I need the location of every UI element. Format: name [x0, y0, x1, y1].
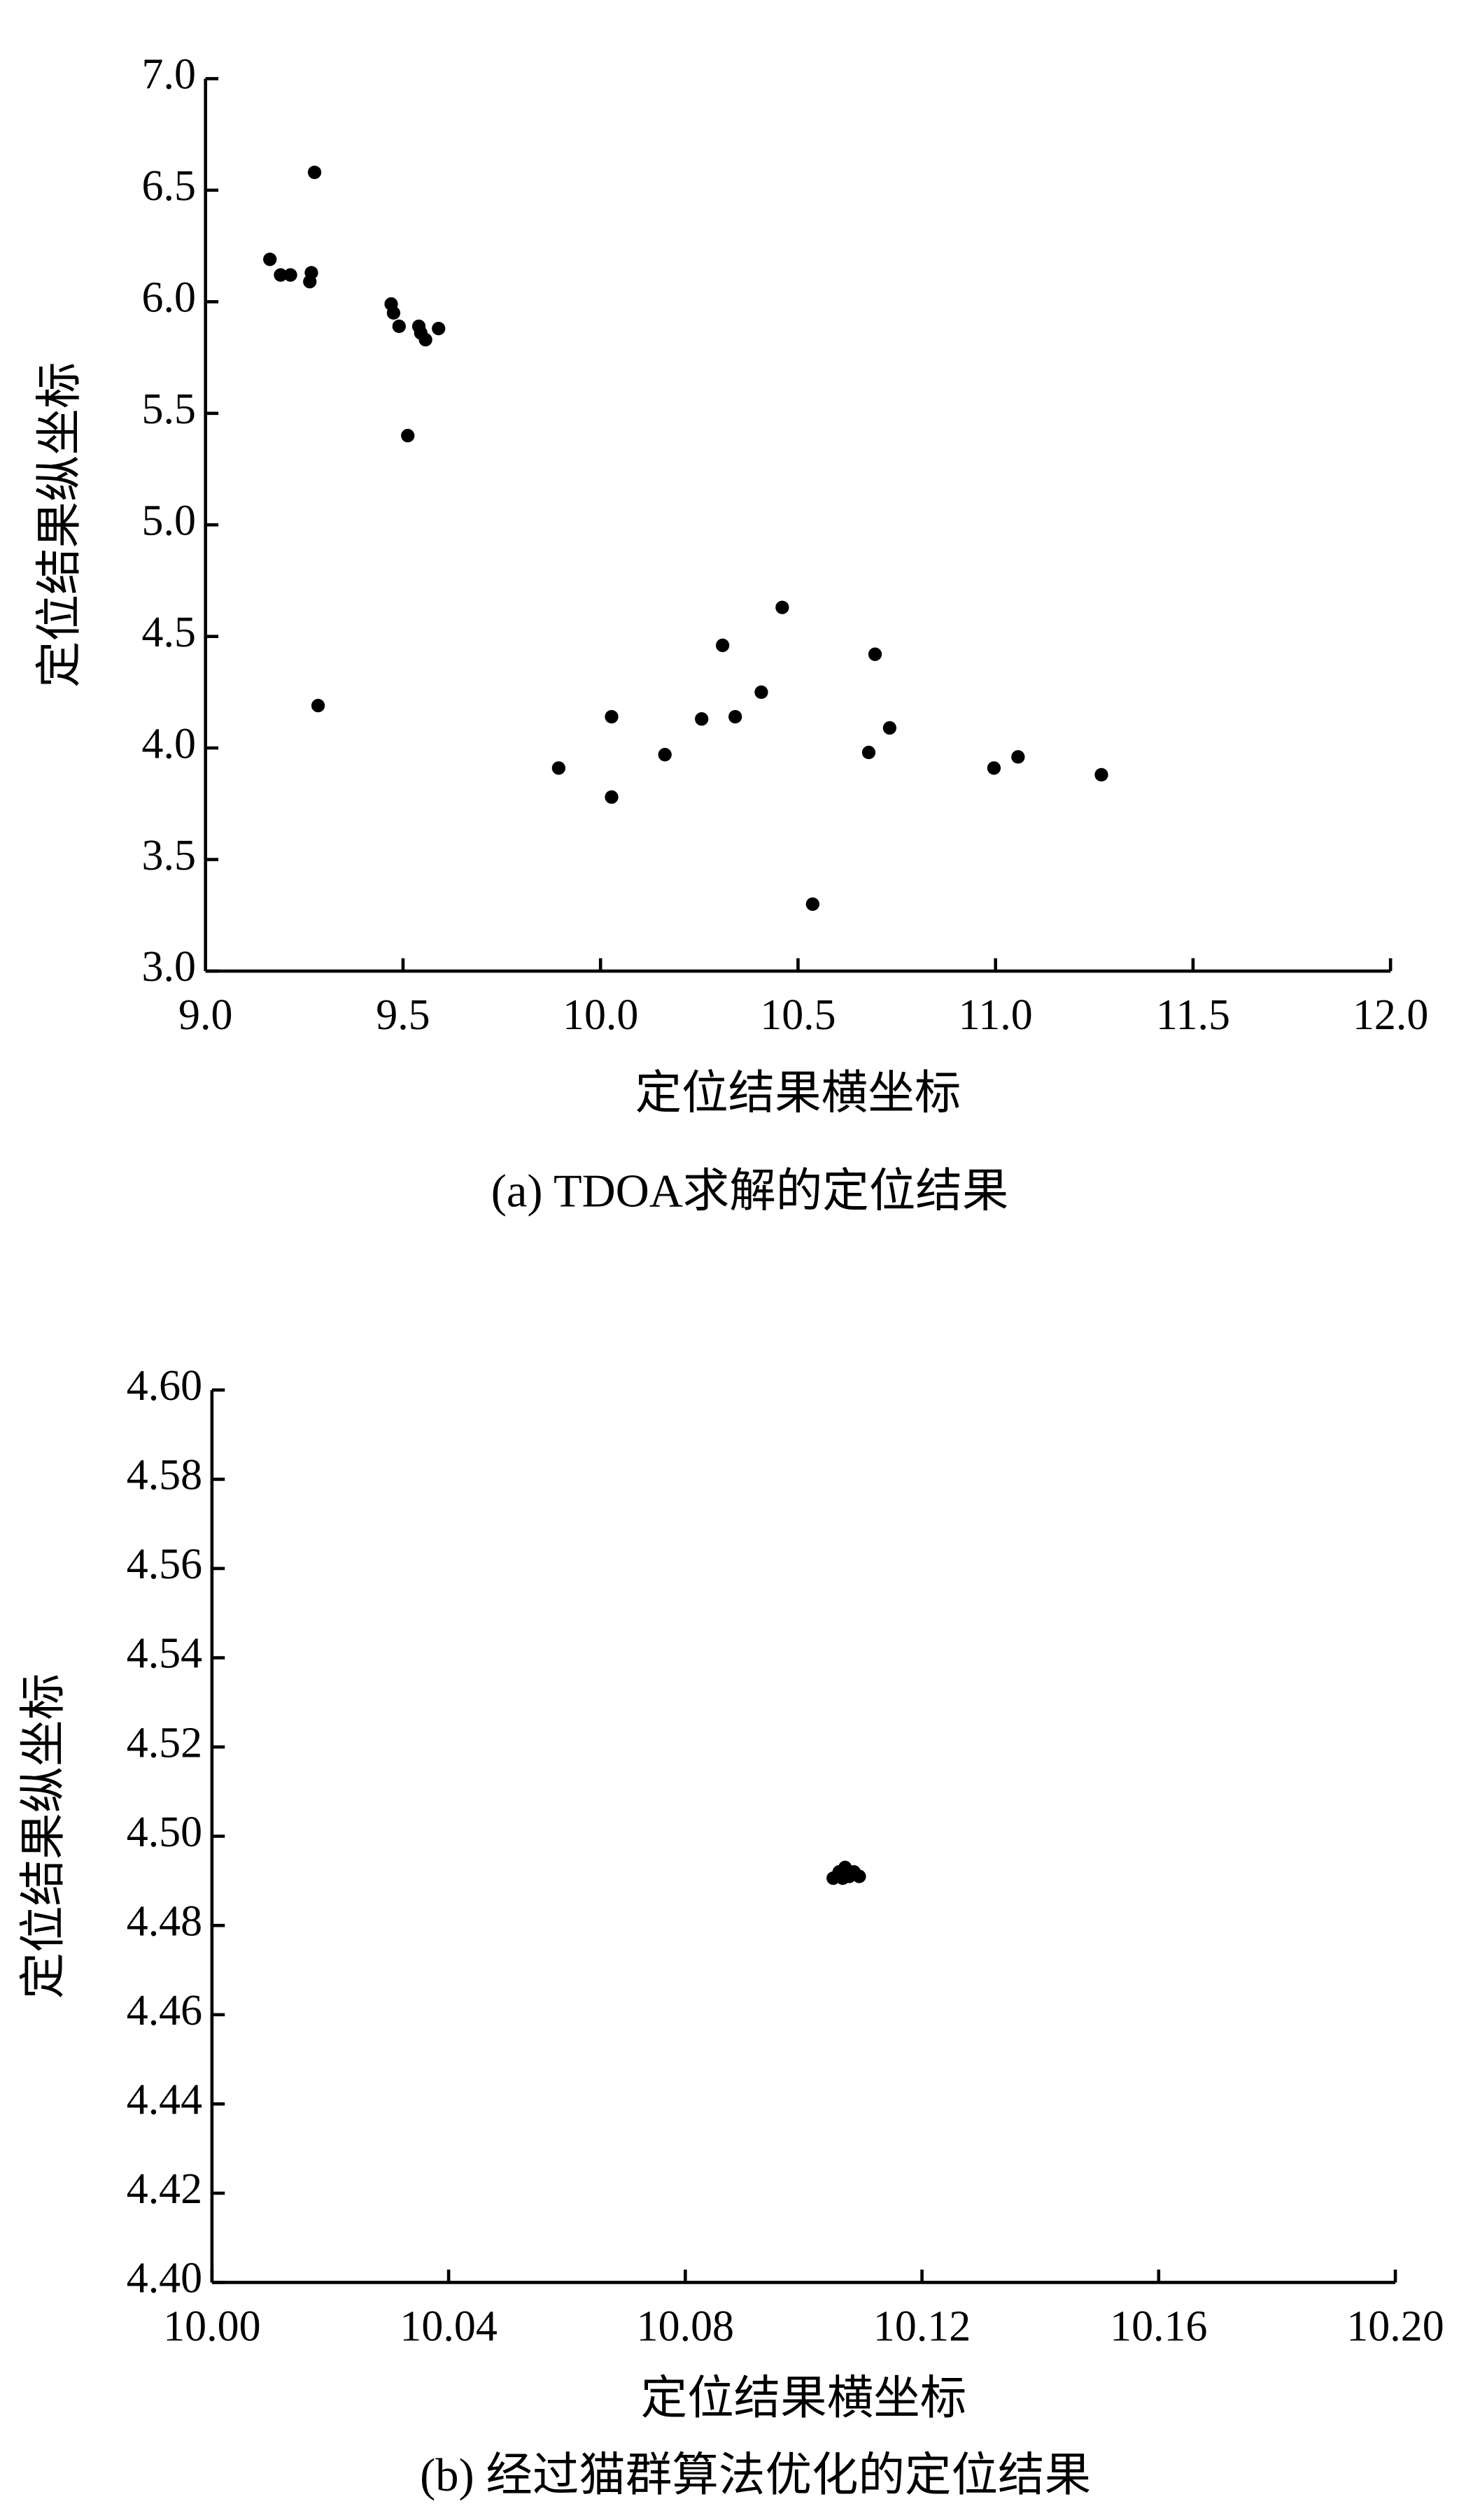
x-axis-label: 定位结果横坐标 [635, 1068, 961, 1119]
point [715, 638, 730, 653]
x-tick-label: 10.20 [1346, 2302, 1444, 2350]
point [401, 429, 415, 443]
point [775, 600, 789, 614]
x-tick-label: 9.5 [376, 991, 430, 1039]
point [274, 268, 288, 282]
y-tick-label: 4.48 [127, 1897, 202, 1945]
y-tick-label: 4.50 [127, 1808, 202, 1856]
point [1094, 767, 1108, 782]
caption: (a) TDOA求解的定位结果 [491, 1166, 1009, 1217]
x-tick-label: 10.5 [760, 991, 836, 1039]
x-tick-label: 10.04 [400, 2302, 497, 2350]
y-tick-label: 4.54 [127, 1630, 202, 1678]
point [432, 321, 446, 336]
point [392, 319, 406, 334]
point [868, 647, 882, 661]
y-tick-label: 4.42 [127, 2165, 202, 2213]
y-tick-label: 3.5 [142, 832, 196, 879]
y-tick-label: 4.44 [127, 2076, 202, 2124]
y-tick-label: 4.0 [142, 720, 196, 767]
point [304, 266, 318, 280]
point [861, 745, 876, 760]
y-axis-label: 定位结果纵坐标 [34, 362, 85, 688]
y-tick-label: 6.0 [142, 274, 196, 322]
point [263, 253, 277, 267]
y-axis-label: 定位结果纵坐标 [18, 1673, 69, 1999]
x-tick-label: 11.5 [1156, 991, 1230, 1039]
point [1011, 750, 1025, 764]
y-tick-label: 4.58 [127, 1452, 202, 1499]
point [605, 709, 619, 724]
y-tick-label: 5.0 [142, 497, 196, 544]
x-tick-label: 11.0 [959, 991, 1033, 1039]
y-tick-label: 4.46 [127, 1987, 202, 2034]
caption: (b) 经过猫群算法优化的定位结果 [420, 2450, 1091, 2501]
point [852, 1869, 866, 1883]
y-tick-label: 4.40 [127, 2255, 202, 2302]
point [658, 748, 672, 762]
x-tick-label: 10.0 [563, 991, 638, 1039]
point [695, 712, 709, 726]
x-tick-label: 10.08 [637, 2302, 734, 2350]
y-tick-label: 4.56 [127, 1541, 202, 1588]
point [551, 761, 565, 775]
y-tick-label: 5.5 [142, 385, 196, 433]
y-tick-label: 3.0 [142, 943, 196, 991]
x-axis-label: 定位结果横坐标 [641, 2373, 967, 2424]
point [728, 709, 742, 724]
point [311, 698, 325, 713]
point [307, 165, 322, 179]
y-tick-label: 4.60 [127, 1362, 202, 1410]
point [283, 268, 297, 282]
point [832, 1865, 846, 1879]
y-tick-label: 4.5 [142, 609, 196, 656]
y-tick-label: 4.52 [127, 1719, 202, 1767]
point [754, 685, 768, 700]
x-tick-label: 9.0 [178, 991, 232, 1039]
point [987, 761, 1001, 775]
x-tick-label: 10.00 [163, 2302, 260, 2350]
point [882, 721, 897, 735]
point [605, 790, 619, 804]
x-tick-label: 10.12 [873, 2302, 971, 2350]
point [386, 306, 401, 320]
x-tick-label: 10.16 [1110, 2302, 1207, 2350]
y-tick-label: 6.5 [142, 162, 196, 210]
point [805, 897, 819, 911]
x-tick-label: 12.0 [1353, 991, 1428, 1039]
y-tick-label: 7.0 [142, 51, 196, 99]
point [414, 326, 428, 340]
